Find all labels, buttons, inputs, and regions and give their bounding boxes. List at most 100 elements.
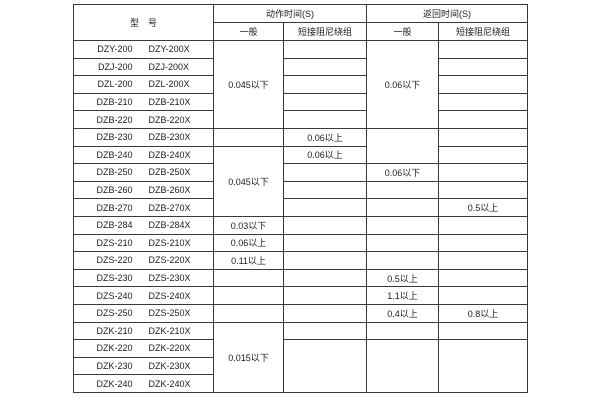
model-name: DZS-220X (148, 255, 191, 266)
model-cell: DZK-220 DZK-220X (73, 339, 214, 358)
model-cell: DZK-230 DZK-230X (73, 356, 214, 376)
table-row: DZB-240 DZB-240X 0.045以下 0.06以上 (73, 145, 528, 217)
model-name: DZB-260X (148, 185, 191, 196)
action-damping-cell (283, 75, 367, 94)
model-name-pair: DZK-210 DZK-210X (75, 325, 213, 336)
action-damping-cell (283, 57, 367, 77)
action-damping-cell: 0.06以上 (283, 145, 367, 165)
model-name: DZB-284X (148, 220, 191, 231)
table-row: DZK-240 DZK-240X (73, 374, 528, 393)
action-general-cell: 0.045以下 (213, 145, 284, 217)
model-name: DZB-230X (148, 132, 191, 143)
model-name: DZB-210X (148, 97, 191, 108)
return-damping-cell (438, 321, 528, 341)
model-name-pair: DZB-250 DZB-250X (75, 167, 213, 177)
table-row: DZB-260 DZB-260X (73, 180, 528, 200)
return-damping-cell (438, 339, 528, 393)
return-damping-cell (438, 163, 528, 182)
model-name-pair: DZB-240 DZB-240X (75, 150, 213, 160)
return-damping-cell (438, 110, 528, 129)
action-general-cell (213, 127, 284, 147)
model-name: DZB-284 (96, 220, 133, 231)
return-general-cell (366, 321, 439, 341)
model-name: DZS-210X (148, 237, 191, 248)
table-row: DZS-210 DZS-210X 0.06以上 (73, 233, 528, 253)
model-cell: DZS-210 DZS-210X (73, 233, 214, 253)
model-name: DZS-210 (96, 237, 133, 248)
return-damping-cell: 0.5以上 (438, 198, 528, 217)
action-damping-cell (283, 215, 367, 235)
model-name: DZJ-200 (97, 61, 133, 72)
return-general-cell (366, 233, 439, 253)
action-damping-cell (283, 110, 367, 129)
return-damping-cell (438, 180, 528, 200)
return-damping-cell (438, 57, 528, 77)
return-general-cell: 0.06以下 (366, 40, 439, 129)
model-name: DZB-210 (96, 97, 133, 108)
model-name: DZK-210X (148, 325, 191, 336)
action-damping-cell (283, 268, 367, 288)
return-damping-cell (438, 268, 528, 288)
return-general-cell (366, 251, 439, 270)
action-general-cell: 0.03以下 (213, 215, 284, 235)
model-name-pair: DZB-284 DZB-284X (75, 220, 213, 231)
model-name-pair: DZB-230 DZB-230X (75, 132, 213, 143)
table-row: DZS-250 DZS-250X 0.4以上 0.8以上 (73, 303, 528, 323)
model-name-pair: DZS-220 DZS-220X (75, 255, 213, 266)
table-row: DZL-200 DZL-200X (73, 75, 528, 94)
header-row-1: 型 号 动作时间(S) 返回时间(S) (73, 4, 528, 41)
action-general-cell (213, 268, 284, 288)
table-row: DZB-284 DZB-284X 0.03以下 (73, 215, 528, 235)
return-damping-cell (438, 75, 528, 94)
action-damping-cell (283, 286, 367, 305)
action-damping-header: 短接阻尼绕组 (283, 22, 367, 41)
table-row: DZY-200 DZY-200X 0.045以下 0.06以下 (73, 40, 528, 129)
model-name-pair: DZK-230 DZK-230X (75, 360, 213, 371)
model-name-pair: DZB-220 DZB-220X (75, 114, 213, 125)
model-name: DZK-210 (96, 325, 133, 336)
model-name-pair: DZB-210 DZB-210X (75, 97, 213, 108)
table-row: DZS-220 DZS-220X 0.11以上 (73, 251, 528, 270)
model-name: DZK-230X (148, 360, 191, 371)
model-name-pair: DZK-240 DZK-240X (75, 378, 213, 389)
model-cell: DZY-200 DZY-200X (73, 40, 214, 59)
model-cell: DZJ-200 DZJ-200X (73, 57, 214, 77)
model-name: DZB-260 (96, 185, 133, 196)
table-row: DZS-240 DZS-240X 1.1以上 (73, 286, 528, 305)
model-cell: DZB-284 DZB-284X (73, 215, 214, 235)
return-damping-cell (438, 145, 528, 165)
return-damping-cell: 0.8以上 (438, 303, 528, 323)
action-damping-cell (283, 303, 367, 323)
action-damping-cell (283, 321, 367, 341)
return-general-header: 一般 (366, 22, 439, 41)
model-name-pair: DZB-260 DZB-260X (75, 185, 213, 196)
model-name-pair: DZS-210 DZS-210X (75, 237, 213, 248)
model-cell: DZS-250 DZS-250X (73, 303, 214, 323)
table-header: 型 号 动作时间(S) 返回时间(S) 一般 短接阻尼绕组 一般 短接阻尼绕组 (73, 4, 528, 41)
model-name-pair: DZS-230 DZS-230X (75, 273, 213, 284)
model-name-pair: DZS-240 DZS-240X (75, 291, 213, 301)
return-damping-cell (438, 215, 528, 235)
model-name: DZK-230 (96, 360, 133, 371)
action-damping-cell (283, 251, 367, 270)
model-name: DZS-230 (96, 273, 133, 284)
model-name-pair: DZL-200 DZL-200X (75, 79, 213, 89)
action-damping-cell (283, 180, 367, 200)
return-damping-cell (438, 92, 528, 112)
model-column-header: 型 号 (73, 4, 214, 41)
model-name: DZB-220X (148, 114, 191, 125)
model-cell: DZB-270 DZB-270X (73, 198, 214, 217)
model-cell: DZS-240 DZS-240X (73, 286, 214, 305)
action-damping-cell (283, 339, 367, 393)
table-row: DZB-230 DZB-230X 0.06以上 (73, 127, 528, 165)
table-body: DZY-200 DZY-200X 0.045以下 0.06以下 DZJ-200 DZJ-2… (73, 40, 528, 393)
model-name: DZS-220 (96, 255, 133, 266)
action-damping-cell (283, 92, 367, 112)
model-name: DZK-240X (148, 378, 191, 389)
return-damping-cell (438, 40, 528, 59)
action-damping-cell (283, 40, 367, 59)
table-row: DZB-250 DZB-250X 0.06以下 (73, 163, 528, 182)
return-general-cell (366, 339, 439, 393)
action-damping-cell (283, 233, 367, 253)
